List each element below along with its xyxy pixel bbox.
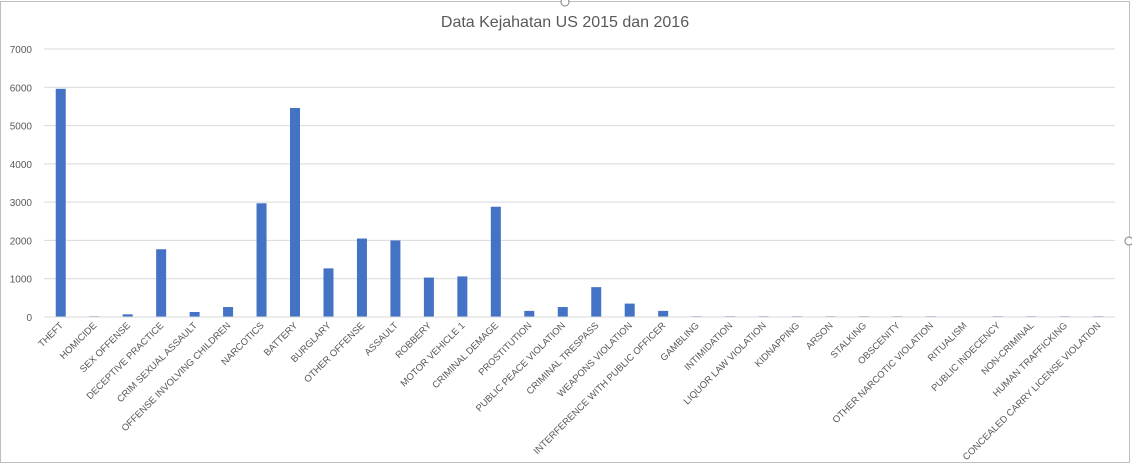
bar (323, 268, 334, 317)
bar (156, 249, 167, 317)
chart-title: Data Kejahatan US 2015 dan 2016 (441, 14, 689, 31)
bar (490, 206, 501, 317)
bar (290, 107, 301, 318)
y-tick-label: 2000 (10, 236, 33, 247)
bar (591, 287, 602, 317)
bar (256, 203, 267, 317)
y-tick-label: 4000 (10, 160, 33, 171)
bar (658, 310, 669, 317)
y-tick-label: 6000 (10, 83, 33, 94)
bar (55, 88, 66, 318)
y-tick-label: 0 (26, 313, 32, 324)
bar (223, 307, 234, 317)
bar (189, 312, 200, 317)
resize-handle-right[interactable] (1124, 236, 1132, 246)
y-tick-label: 3000 (10, 198, 33, 209)
bar (457, 276, 468, 317)
y-tick-label: 1000 (10, 275, 33, 286)
resize-handle-top[interactable] (560, 0, 570, 7)
bar (524, 310, 535, 317)
bar (423, 277, 434, 317)
y-tick-label: 5000 (10, 122, 33, 133)
bar (557, 307, 568, 317)
bar (356, 238, 367, 317)
bar (624, 303, 635, 317)
bar (122, 314, 133, 317)
bar (390, 240, 401, 317)
y-axis-ticks: 0 1000 2000 3000 4000 5000 6000 7000 (10, 45, 33, 324)
gridlines (44, 48, 1115, 280)
y-tick-label: 7000 (10, 45, 33, 56)
